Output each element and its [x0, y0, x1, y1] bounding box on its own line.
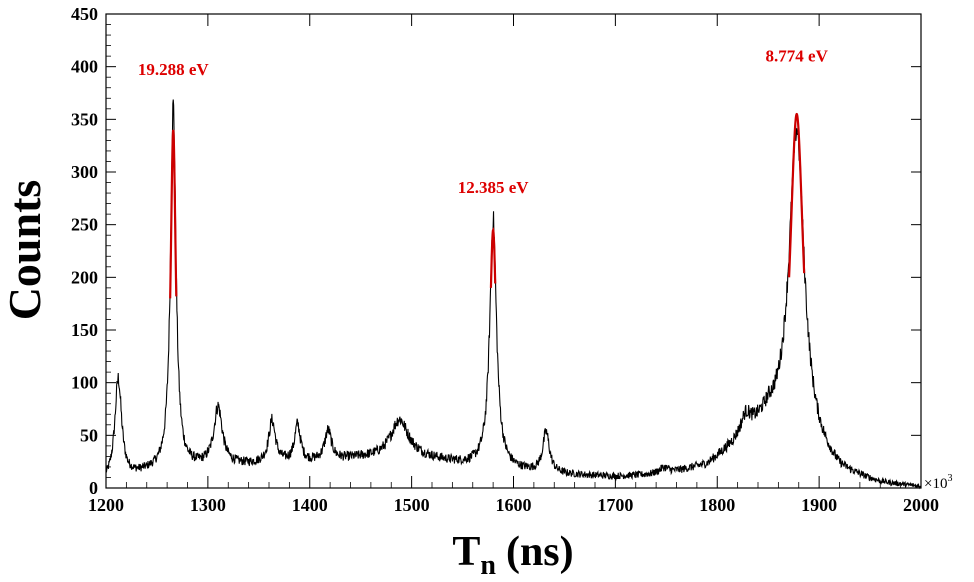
y-tick-label: 250 — [71, 215, 98, 235]
x-tick-label: 1400 — [292, 495, 328, 515]
y-axis: 0 50 100 150 200 250 300 350 400 450 — [71, 4, 921, 498]
x-tick-label: 1500 — [394, 495, 430, 515]
y-tick-label: 350 — [71, 109, 98, 129]
y-tick-label: 0 — [89, 478, 98, 498]
spectrum-series — [105, 99, 922, 490]
spectrum-line — [105, 99, 922, 490]
plot-frame — [105, 13, 922, 489]
fit-curve — [169, 129, 178, 299]
y-tick-label: 400 — [71, 57, 98, 77]
x-tick-label: 1600 — [496, 495, 532, 515]
peak-annotations: 19.288 eV 12.385 eV 8.774 eV — [138, 46, 829, 197]
x-tick-label: 1800 — [699, 495, 735, 515]
x-tick-label: 1700 — [597, 495, 633, 515]
peak-label: 19.288 eV — [138, 60, 210, 79]
fit-curve — [787, 112, 806, 278]
x-tick-label: 1300 — [190, 495, 226, 515]
fit-curve — [489, 227, 497, 288]
x-tick-label: 1200 — [88, 495, 124, 515]
y-tick-label: 100 — [71, 373, 98, 393]
x-tick-label: 2000 — [903, 495, 939, 515]
y-tick-label: 200 — [71, 267, 98, 287]
peak-label: 12.385 eV — [458, 178, 530, 197]
x-tick-label: 1900 — [801, 495, 837, 515]
y-axis-title: Counts — [0, 180, 50, 321]
x-axis-title: Tn (ns) — [452, 529, 573, 581]
fit-curves — [169, 112, 806, 299]
y-tick-label: 450 — [71, 4, 98, 24]
y-tick-label: 150 — [71, 320, 98, 340]
y-tick-label: 300 — [71, 162, 98, 182]
y-tick-label: 50 — [80, 425, 98, 445]
x-multiplier: ×103 — [924, 473, 952, 492]
peak-label: 8.774 eV — [766, 46, 829, 65]
x-axis: 1200 1300 1400 1500 1600 1700 1800 1900 2000 — [88, 14, 939, 515]
